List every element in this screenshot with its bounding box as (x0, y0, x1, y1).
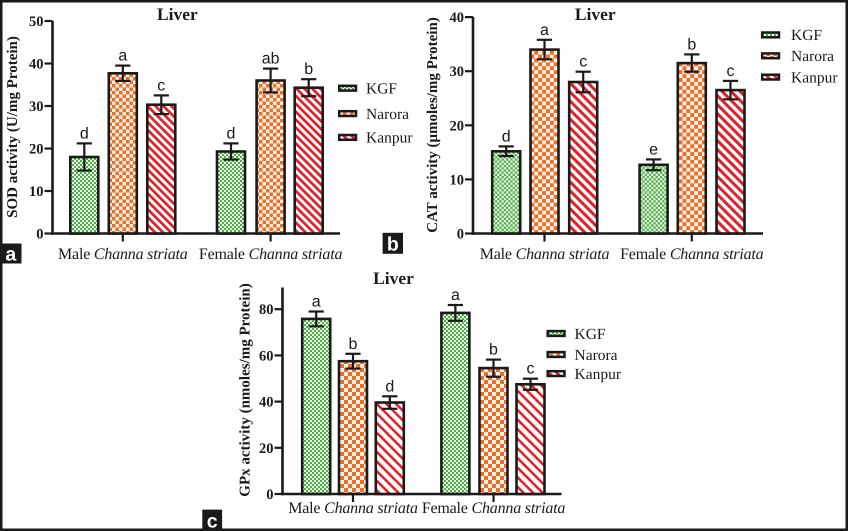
svg-text:d: d (502, 128, 511, 145)
svg-text:20: 20 (29, 142, 44, 158)
svg-text:Kanpur: Kanpur (575, 366, 622, 383)
svg-text:30: 30 (450, 64, 465, 80)
svg-text:Liver: Liver (575, 4, 616, 24)
svg-text:Male Channa striata: Male Channa striata (58, 246, 188, 263)
svg-text:d: d (227, 125, 236, 142)
svg-text:Liver: Liver (157, 4, 198, 24)
svg-text:SOD activity (U/mg Protein): SOD activity (U/mg Protein) (5, 36, 21, 218)
svg-text:Kanpur: Kanpur (366, 130, 413, 147)
svg-text:d: d (80, 125, 89, 142)
svg-text:10: 10 (450, 172, 465, 188)
svg-text:0: 0 (457, 227, 464, 243)
svg-text:b: b (349, 336, 358, 353)
svg-text:b: b (304, 61, 313, 78)
svg-text:60: 60 (259, 348, 274, 364)
svg-text:CAT activity (μmoles/mg Protei: CAT activity (μmoles/mg Protein) (425, 17, 441, 233)
svg-text:a: a (451, 287, 460, 304)
svg-text:Narora: Narora (791, 48, 834, 65)
svg-text:Liver: Liver (373, 268, 414, 288)
svg-text:0: 0 (266, 487, 273, 503)
svg-text:c: c (527, 361, 535, 378)
svg-text:c: c (579, 54, 587, 71)
svg-text:a: a (5, 244, 16, 266)
svg-text:a: a (118, 48, 127, 65)
svg-text:GPx activity (nmoles/mg Protei: GPx activity (nmoles/mg Protein) (238, 283, 254, 496)
svg-text:c: c (727, 63, 735, 80)
svg-text:c: c (157, 77, 165, 94)
svg-text:Female Channa striata: Female Channa striata (199, 246, 343, 263)
svg-text:10: 10 (29, 184, 44, 200)
svg-text:b: b (489, 342, 498, 359)
svg-text:40: 40 (29, 57, 44, 73)
svg-text:ab: ab (262, 51, 280, 68)
svg-text:Narora: Narora (575, 347, 618, 364)
svg-text:40: 40 (450, 10, 465, 26)
svg-text:a: a (312, 294, 321, 311)
svg-text:80: 80 (259, 302, 274, 318)
svg-text:b: b (387, 233, 399, 255)
svg-text:30: 30 (29, 99, 44, 115)
svg-text:b: b (687, 36, 696, 53)
svg-text:Narora: Narora (366, 106, 409, 123)
svg-text:c: c (207, 510, 218, 531)
svg-text:Male Channa striata: Male Channa striata (288, 500, 418, 517)
svg-text:KGF: KGF (791, 27, 822, 44)
svg-text:KGF: KGF (575, 326, 606, 343)
svg-text:Female Channa striata: Female Channa striata (620, 246, 764, 263)
svg-text:Male Channa striata: Male Channa striata (480, 246, 610, 263)
svg-text:0: 0 (36, 227, 43, 243)
svg-text:e: e (649, 141, 658, 158)
svg-text:Female Channa striata: Female Channa striata (422, 500, 566, 517)
svg-text:Kanpur: Kanpur (791, 69, 838, 86)
svg-text:KGF: KGF (366, 81, 397, 98)
svg-text:a: a (540, 22, 549, 39)
svg-text:d: d (385, 378, 394, 395)
svg-text:20: 20 (450, 118, 465, 134)
svg-text:40: 40 (259, 395, 274, 411)
svg-text:20: 20 (259, 441, 274, 457)
svg-text:50: 50 (29, 14, 44, 30)
